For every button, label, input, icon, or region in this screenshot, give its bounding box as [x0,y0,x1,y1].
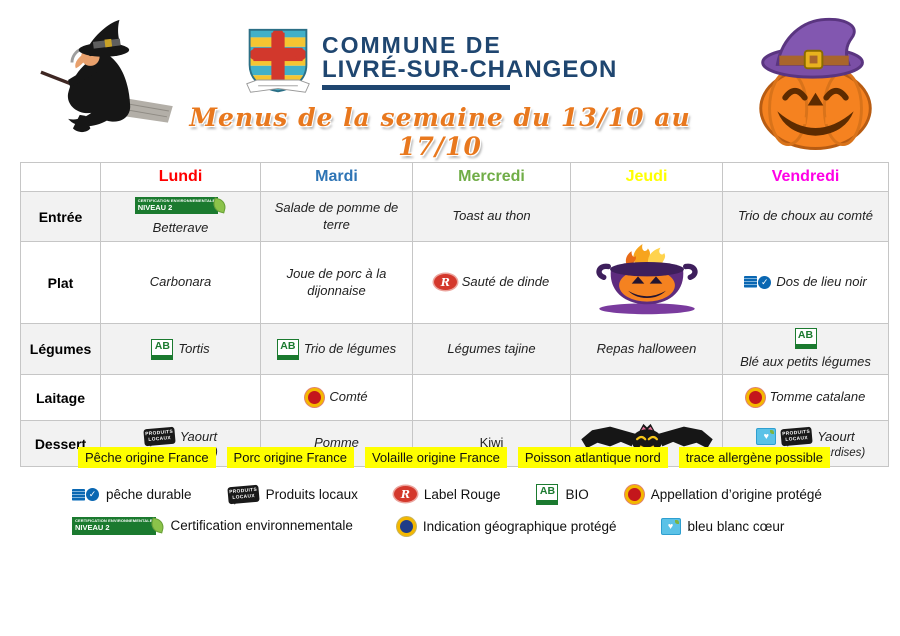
commune-crest [246,28,310,93]
cell-legumes-lundi: AB Tortis [100,323,261,375]
day-header-vendredi: Vendredi [722,162,889,192]
row-plat: Plat Carbonara Joue de porc à la dijonna… [20,241,889,324]
legend-certification-env: CERTIFICATION ENVIRONNEMENTALE NIVEAU 2 … [72,517,353,535]
bio-ab-icon: AB [536,483,559,505]
row-legumes: Légumes AB Tortis AB Trio de légumes Lég… [20,323,889,375]
certification-environnementale-icon: CERTIFICATION ENVIRONNEMENTALE NIVEAU 2 [134,196,228,215]
produits-locaux-icon: PRODUITS LOCAUX [226,484,260,504]
banner-peche-origine: Pêche origine France [78,447,216,468]
page-title: Menus de la semaine du 13/10 au 17/10 [189,103,691,161]
cell-laitage-vendredi: Tomme catalane [722,374,889,421]
aop-icon [745,388,765,407]
cell-plat-mercredi: R Sauté de dinde [412,241,571,324]
day-header-mercredi: Mercredi [412,162,571,192]
legend-produits-locaux: PRODUITS LOCAUX Produits locaux [226,484,358,504]
legend-aop: Appellation d’origine protégé [624,484,822,504]
row-label-plat: Plat [20,241,101,324]
cell-entree-vendredi: Trio de choux au comté [722,191,889,242]
cell-legumes-jeudi: Repas halloween [570,323,723,375]
cell-entree-lundi: CERTIFICATION ENVIRONNEMENTALE NIVEAU 2 … [100,191,261,242]
weekly-menu-table: Lundi Mardi Mercredi Jeudi Vendredi Entr… [20,162,889,467]
cell-laitage-mercredi [412,374,571,421]
halloween-bat-image [581,423,713,453]
day-header-jeudi: Jeudi [570,162,723,192]
banner-poisson-atlantique: Poisson atlantique nord [517,447,668,468]
banner-trace-allergene: trace allergène possible [678,447,830,468]
row-label-laitage: Laitage [20,374,101,421]
bio-ab-icon: AB [151,338,174,360]
cell-entree-jeudi [570,191,723,242]
bleu-blanc-coeur-icon: ♥ [756,428,777,446]
cell-legumes-mardi: AB Trio de légumes [260,323,413,375]
cell-laitage-jeudi [570,374,723,421]
row-label-dessert: Dessert [20,420,101,467]
peche-durable-icon: ✓ [72,488,99,502]
cell-legumes-mercredi: Légumes tajine [412,323,571,375]
label-rouge-icon: R [393,486,417,503]
banner-porc-origine: Porc origine France [226,447,354,468]
cell-entree-mercredi: Toast au thon [412,191,571,242]
day-header-mardi: Mardi [260,162,413,192]
aop-icon [305,388,325,407]
row-entree: Entrée CERTIFICATION ENVIRONNEMENTALE NI… [20,191,889,242]
legend-bio: AB BIO [536,483,589,505]
cell-legumes-vendredi: AB Blé aux petits légumes [722,323,889,375]
peche-durable-icon: ✓ [744,275,772,289]
origin-banners: Pêche origine France Porc origine France… [78,447,830,468]
row-laitage: Laitage Comté Tomme catalane [20,374,889,421]
row-label-legumes: Légumes [20,323,101,375]
commune-underline [322,85,510,91]
produits-locaux-icon: PRODUITS LOCAUX [143,426,176,447]
legend-row-1: ✓ pêche durable PRODUITS LOCAUX Produits… [72,479,822,509]
legend-igp: Indication géographique protégé [396,516,617,536]
bio-ab-icon: AB [276,338,299,360]
commune-name: COMMUNE DE LIVRÉ-SUR-CHANGEON [322,32,618,91]
cell-laitage-lundi [100,374,261,421]
witch-on-broom-image [40,19,173,133]
row-label-entree: Entrée [20,191,101,242]
banner-volaille-origine: Volaille origine France [364,447,507,468]
day-header-row: Lundi Mardi Mercredi Jeudi Vendredi [20,162,889,192]
cell-plat-mardi: Joue de porc à la dijonnaise [260,241,413,324]
commune-line1: COMMUNE DE [322,32,502,58]
legend-peche-durable: ✓ pêche durable [72,487,192,502]
day-header-lundi: Lundi [100,162,261,192]
legend-row-2: CERTIFICATION ENVIRONNEMENTALE NIVEAU 2 … [72,511,784,541]
legend-bleu-blanc-coeur: ♥ bleu blanc cœur [660,517,784,535]
cell-plat-jeudi [570,241,723,324]
igp-icon [396,516,416,536]
bleu-blanc-coeur-icon: ♥ [660,517,681,535]
halloween-cauldron-image [595,244,698,315]
cell-plat-lundi: Carbonara [100,241,261,324]
label-rouge-icon: R [433,274,457,291]
pumpkin-with-witch-hat-image [759,17,872,150]
corner-cell [20,162,101,192]
certification-environnementale-icon: CERTIFICATION ENVIRONNEMENTALE NIVEAU 2 [72,517,165,535]
commune-line2: LIVRÉ-SUR-CHANGEON [322,56,618,84]
cell-laitage-mardi: Comté [260,374,413,421]
cell-dessert-vendredi: ♥ PRODUITS LOCAUX Yaourt (Ferme les gail… [722,420,889,467]
legend-label-rouge: R Label Rouge [393,486,500,503]
aop-icon [624,484,644,504]
cell-plat-vendredi: ✓ Dos de lieu noir [722,241,889,324]
produits-locaux-icon: PRODUITS LOCAUX [780,426,814,447]
bio-ab-icon: AB [794,327,817,349]
cell-entree-mardi: Salade de pomme de terre [260,191,413,242]
